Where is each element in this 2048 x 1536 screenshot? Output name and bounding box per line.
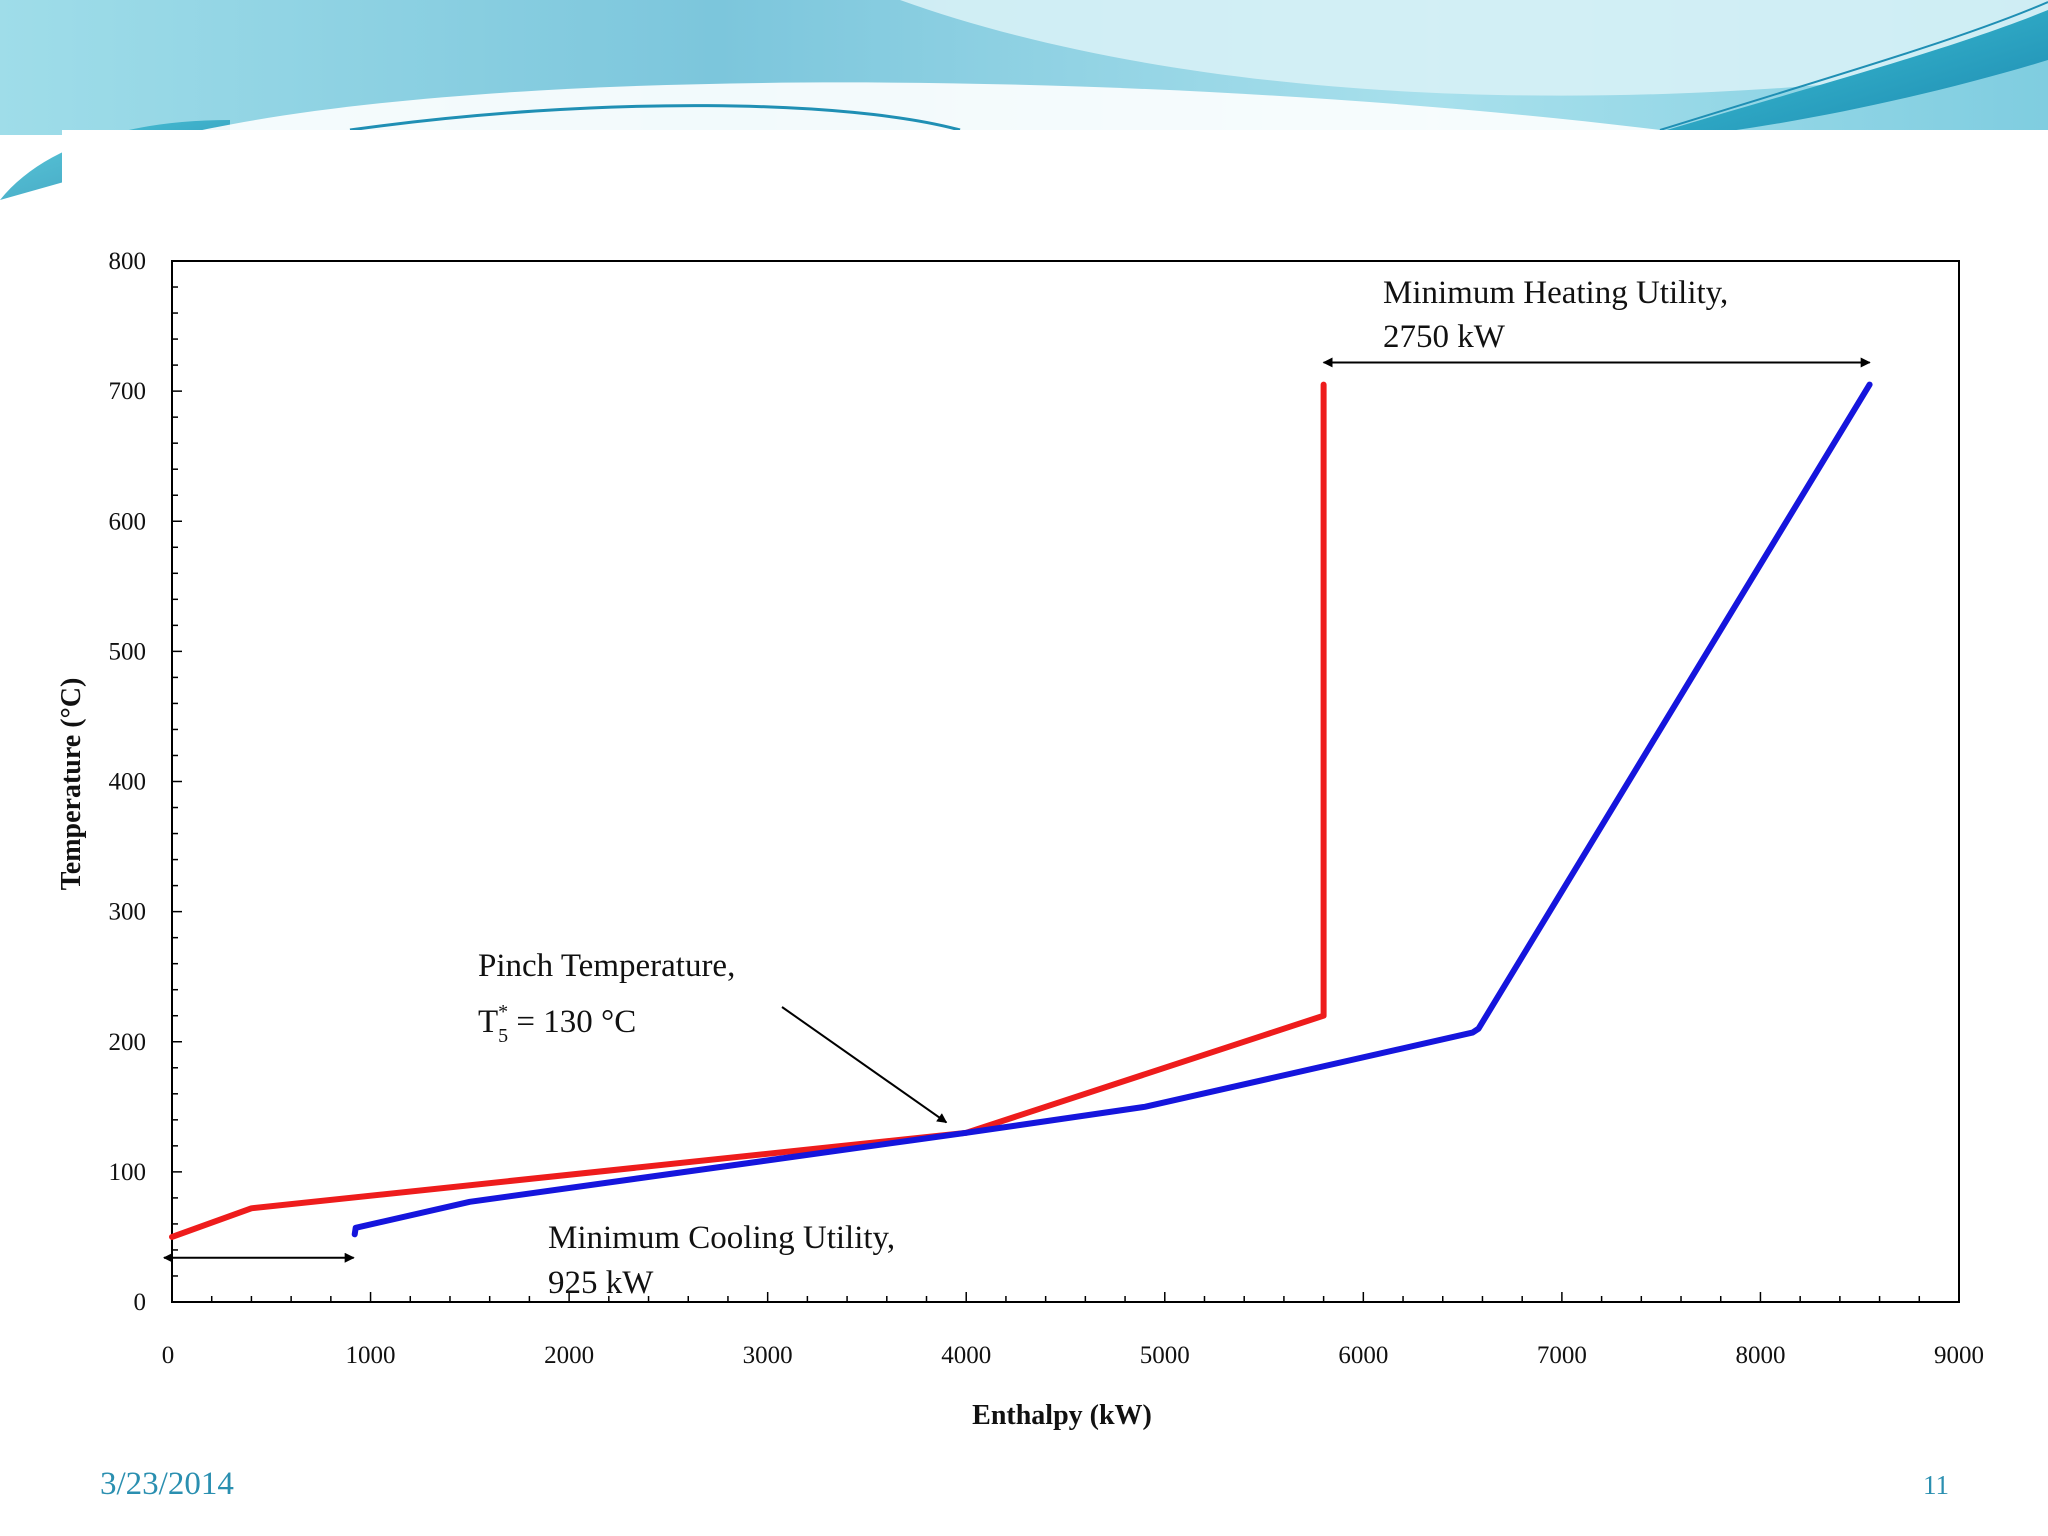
y-minor-ticks — [172, 260, 182, 1303]
pinch-symbol-superscript: * — [498, 1001, 508, 1023]
y-tick-label: 0 — [134, 1289, 147, 1316]
y-tick-labels: 0 100 200 300 400 500 600 700 800 — [109, 248, 147, 1316]
cooling-utility-label-line1: Minimum Cooling Utility, — [548, 1220, 895, 1256]
x-tick-labels: 0 1000 2000 3000 4000 5000 6000 7000 8000 9000 — [162, 1342, 1984, 1369]
series-layer — [169, 381, 1873, 1240]
y-tick-label: 600 — [109, 508, 147, 535]
x-minor-ticks — [171, 1292, 1960, 1302]
x-tick-label: 4000 — [941, 1342, 991, 1369]
pinch-symbol-subscript: 5 — [498, 1025, 508, 1047]
pinch-temperature-label-line2: T* 5 = 130 °C — [478, 1001, 636, 1047]
slide-number: 11 — [1923, 1470, 1949, 1500]
header-wave-right — [1650, 10, 2048, 135]
y-tick-label: 800 — [109, 248, 147, 275]
header-wave-swoosh — [180, 82, 1700, 135]
hot-composite-curve — [169, 381, 1327, 1240]
pinch-symbol: T — [478, 1004, 498, 1040]
heating-utility-label-line1: Minimum Heating Utility, — [1383, 275, 1728, 311]
x-tick-label: 8000 — [1735, 1342, 1785, 1369]
y-tick-label: 500 — [109, 638, 147, 665]
plot-frame — [171, 260, 1960, 1303]
pinch-value: = 130 °C — [508, 1004, 636, 1040]
slide-content-panel — [62, 130, 2048, 1450]
x-tick-label: 7000 — [1537, 1342, 1587, 1369]
cooling-utility-label-line2: 925 kW — [548, 1265, 654, 1301]
y-tick-label: 100 — [109, 1159, 147, 1186]
x-tick-label: 0 — [162, 1342, 175, 1369]
pinch-temperature-label-line1: Pinch Temperature, — [478, 948, 735, 984]
y-tick-label: 700 — [109, 378, 147, 405]
x-tick-label: 3000 — [743, 1342, 793, 1369]
pinch-temperature-arrow — [781, 1006, 948, 1124]
slide-date: 3/23/2014 — [100, 1466, 234, 1502]
x-tick-label: 1000 — [346, 1342, 396, 1369]
x-tick-label: 6000 — [1338, 1342, 1388, 1369]
y-tick-label: 300 — [109, 899, 147, 926]
y-axis-title: Temperature (°C) — [56, 678, 87, 891]
x-tick-label: 2000 — [544, 1342, 594, 1369]
heating-utility-label-line2: 2750 kW — [1383, 319, 1506, 355]
y-tick-label: 200 — [109, 1029, 147, 1056]
y-tick-label: 400 — [109, 769, 147, 796]
x-tick-label: 9000 — [1934, 1342, 1984, 1369]
x-axis-title: Enthalpy (kW) — [972, 1400, 1152, 1431]
x-tick-label: 5000 — [1140, 1342, 1190, 1369]
cold-composite-curve — [351, 381, 1873, 1238]
